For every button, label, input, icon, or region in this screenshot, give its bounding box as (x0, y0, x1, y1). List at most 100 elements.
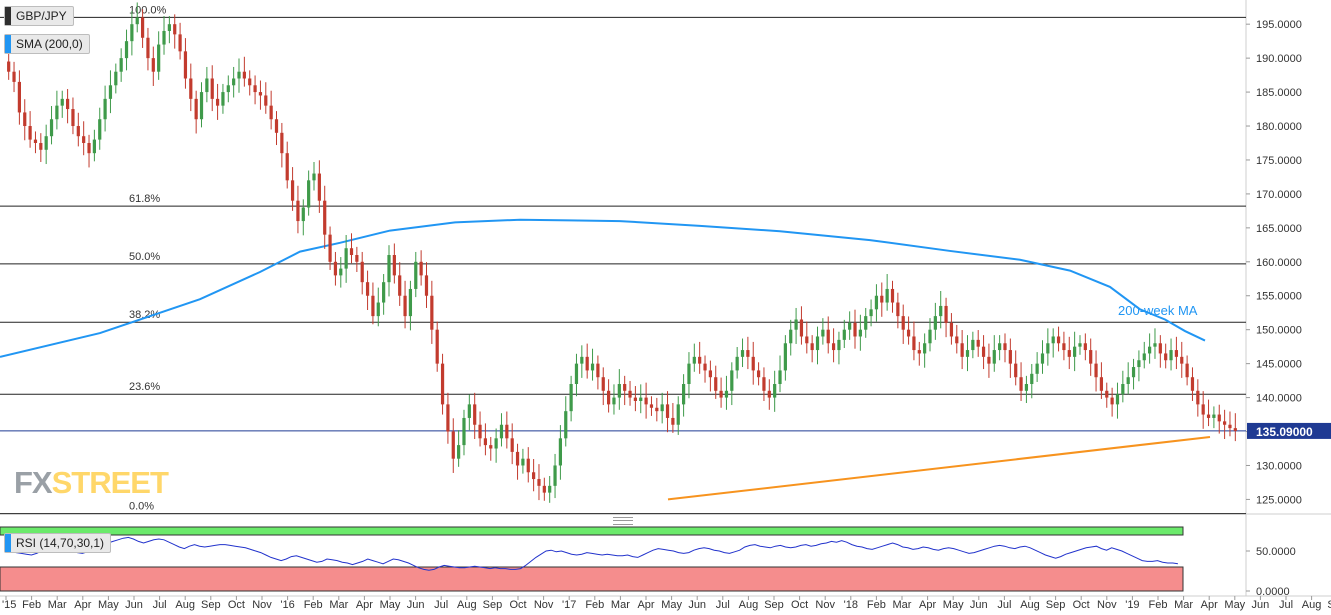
candle-body (746, 350, 750, 357)
candle (858, 314, 862, 351)
candle-body (869, 309, 873, 317)
candle (355, 246, 359, 272)
candle-body (799, 319, 804, 337)
candle (17, 70, 21, 125)
candle (880, 282, 884, 317)
time-tick-label: Jun (970, 599, 988, 611)
panel-splitter-handle[interactable] (613, 517, 633, 525)
candle (162, 16, 166, 55)
candle (1169, 338, 1173, 371)
candle-body (1014, 363, 1018, 378)
candle (901, 304, 905, 344)
candle (810, 335, 814, 363)
candle-body (767, 390, 771, 398)
candle (842, 319, 846, 349)
time-tick-label: Feb (22, 599, 41, 611)
candle-body (301, 207, 305, 222)
candle (639, 384, 643, 414)
candle (446, 392, 450, 444)
candle-body (87, 142, 91, 154)
logo-part-fx: FX (14, 465, 53, 500)
candle (1228, 411, 1232, 437)
candle (157, 31, 161, 80)
candle (1148, 333, 1152, 364)
candle-body (178, 34, 182, 52)
candle-body (49, 119, 54, 137)
candle-body (1051, 336, 1055, 344)
candle (542, 477, 546, 501)
rsi-legend[interactable]: RSI (14,70,30,1) (4, 533, 112, 553)
candle (1126, 362, 1130, 395)
candle-body (312, 173, 316, 181)
candle-body (1212, 414, 1216, 418)
candle (735, 347, 739, 379)
candle-body (542, 485, 546, 493)
candle-body (858, 329, 862, 337)
candle (987, 343, 991, 378)
candle (119, 48, 123, 82)
candle (274, 111, 279, 146)
candle-body (1185, 363, 1189, 378)
candle (483, 423, 488, 456)
candle (258, 80, 263, 110)
candle-body (623, 384, 627, 391)
candle-body (285, 153, 289, 181)
candle-body (269, 105, 273, 120)
candle-body (783, 343, 787, 371)
symbol-legend[interactable]: GBP/JPY (4, 6, 74, 26)
candle (590, 348, 595, 381)
time-tick-label: Sep (764, 599, 784, 611)
fib-label-4: 23.6% (129, 381, 160, 393)
candle (430, 280, 434, 344)
candle (1040, 340, 1045, 374)
candle-body (151, 58, 155, 72)
candle (221, 83, 225, 114)
candle-body (580, 356, 584, 364)
candle (767, 379, 771, 410)
candle (1196, 379, 1200, 417)
candle-body (880, 295, 884, 303)
candle-body (724, 390, 729, 398)
candle (462, 409, 466, 456)
candle (574, 353, 579, 397)
price-tick-label: 125.0000 (1256, 494, 1302, 506)
candle (451, 418, 455, 473)
candle (976, 330, 980, 357)
candle-body (987, 356, 991, 364)
candle (1153, 328, 1157, 359)
time-tick-label: Feb (867, 599, 886, 611)
candle (323, 185, 327, 249)
support-trendline (667, 435, 1211, 501)
candle-body (639, 397, 643, 401)
candle-body (205, 78, 209, 93)
candle (821, 318, 825, 345)
candle-body (12, 71, 16, 82)
candle-body (1008, 350, 1012, 364)
time-tick-label: '18 (844, 599, 858, 611)
candle-body (157, 44, 161, 72)
candle (269, 90, 273, 130)
symbol-swatch (5, 7, 11, 25)
candle-body (585, 356, 589, 371)
candle-body (1115, 394, 1120, 405)
time-tick-label: May (98, 599, 119, 611)
candle (740, 338, 745, 368)
candle (1083, 333, 1087, 361)
candle (644, 382, 648, 419)
candle-body (355, 255, 359, 262)
candle-body (660, 404, 664, 412)
candle-body (119, 58, 123, 72)
sma-legend[interactable]: SMA (200,0) (4, 34, 90, 54)
time-tick-label: Aug (1020, 599, 1040, 611)
candle-body (462, 417, 466, 446)
candle (692, 343, 696, 372)
candle (1073, 331, 1077, 372)
candle-body (392, 255, 396, 276)
time-tick-label: Aug (457, 599, 477, 611)
candle (1212, 406, 1216, 429)
price-tick-label: 155.0000 (1256, 291, 1302, 303)
candle (60, 90, 64, 118)
candle (205, 66, 209, 103)
price-tick-label: 180.0000 (1256, 121, 1302, 133)
candle (82, 121, 86, 156)
